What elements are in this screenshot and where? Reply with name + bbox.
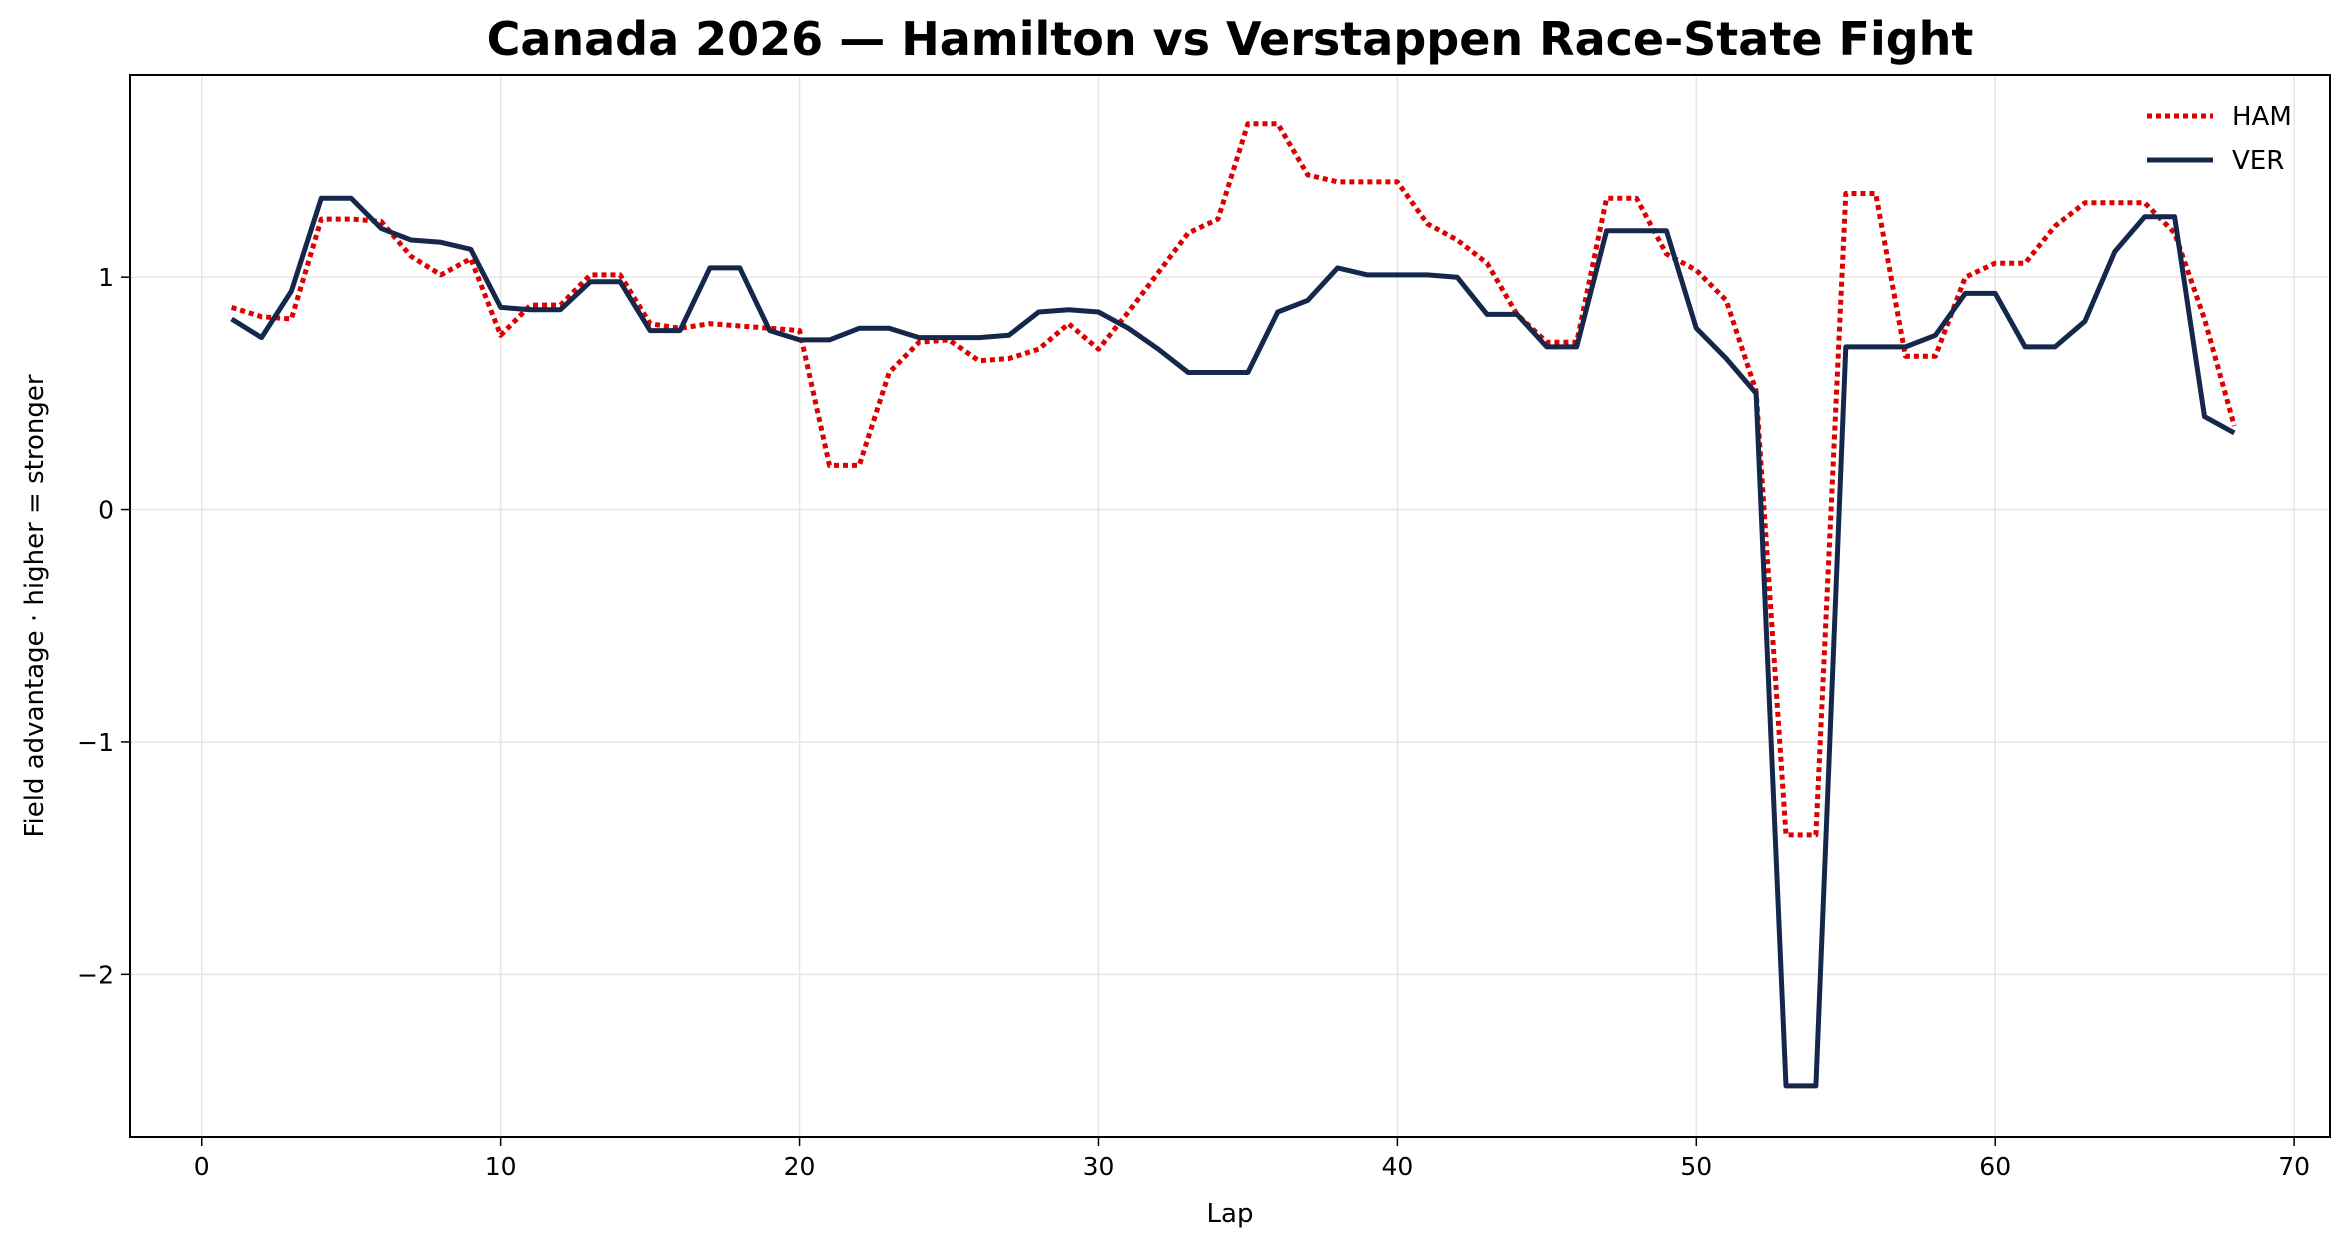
y-tick-label: −2 <box>77 960 114 989</box>
x-tick-label: 0 <box>194 1152 210 1181</box>
y-tick-label: 0 <box>98 496 114 525</box>
x-tick-label: 30 <box>1083 1152 1115 1181</box>
x-tick-label: 20 <box>784 1152 816 1181</box>
y-tick-label: 1 <box>98 263 114 292</box>
y-tick-label: −1 <box>77 728 114 757</box>
x-tick-label: 40 <box>1381 1152 1413 1181</box>
series-lines <box>230 121 2237 1089</box>
x-tick-label: 60 <box>1979 1152 2011 1181</box>
chart-title: Canada 2026 — Hamilton vs Verstappen Rac… <box>487 12 1974 66</box>
series-line-ham <box>230 121 2237 838</box>
y-axis-label: Field advantage · higher = stronger <box>20 374 50 837</box>
x-axis-label: Lap <box>1207 1199 1254 1229</box>
legend: HAM VER <box>2147 102 2292 176</box>
axis-ticks: 0 10 20 30 40 50 60 70 −2 −1 0 1 <box>77 263 2310 1181</box>
legend-label-ver: VER <box>2232 146 2284 176</box>
grid <box>130 75 2330 1137</box>
legend-label-ham: HAM <box>2232 102 2292 132</box>
series-line-ver <box>230 195 2236 1089</box>
x-tick-label: 50 <box>1680 1152 1712 1181</box>
x-tick-label: 70 <box>2278 1152 2310 1181</box>
x-tick-label: 10 <box>485 1152 517 1181</box>
plot-frame <box>129 74 2331 1138</box>
